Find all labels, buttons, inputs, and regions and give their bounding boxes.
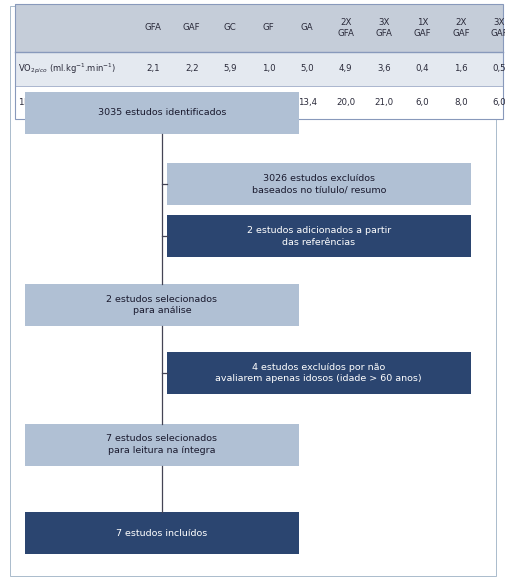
Text: 1RM$_{ext}$ (kg): 1RM$_{ext}$ (kg) bbox=[18, 96, 69, 109]
FancyBboxPatch shape bbox=[167, 163, 470, 205]
Text: 6,0: 6,0 bbox=[492, 98, 505, 107]
FancyBboxPatch shape bbox=[15, 4, 502, 52]
Text: 3035 estudos identificados: 3035 estudos identificados bbox=[97, 108, 226, 118]
Text: 23,4: 23,4 bbox=[143, 98, 163, 107]
FancyBboxPatch shape bbox=[15, 86, 502, 119]
Text: 5,0: 5,0 bbox=[300, 64, 313, 73]
Text: 3X
GAF: 3X GAF bbox=[490, 18, 505, 38]
Text: 1,0: 1,0 bbox=[262, 64, 275, 73]
Text: GAF: GAF bbox=[183, 23, 200, 33]
Text: 8,0: 8,0 bbox=[453, 98, 467, 107]
Text: 7 estudos selecionados
para leitura na íntegra: 7 estudos selecionados para leitura na í… bbox=[106, 434, 217, 455]
FancyBboxPatch shape bbox=[167, 215, 470, 257]
Text: 4,9: 4,9 bbox=[338, 64, 351, 73]
Text: 26,5: 26,5 bbox=[220, 98, 239, 107]
Text: 3X
GFA: 3X GFA bbox=[375, 18, 392, 38]
Text: 2X
GAF: 2X GAF bbox=[451, 18, 469, 38]
Text: 1X
GAF: 1X GAF bbox=[413, 18, 430, 38]
FancyBboxPatch shape bbox=[25, 424, 298, 466]
Text: 20,0: 20,0 bbox=[335, 98, 355, 107]
Text: 1,6: 1,6 bbox=[453, 64, 467, 73]
Text: 3,6: 3,6 bbox=[377, 64, 390, 73]
Text: 0,4: 0,4 bbox=[415, 64, 428, 73]
Text: 39,4: 39,4 bbox=[259, 98, 278, 107]
Text: GA: GA bbox=[300, 23, 313, 33]
Text: 2X
GFA: 2X GFA bbox=[336, 18, 354, 38]
Text: 13,4: 13,4 bbox=[297, 98, 316, 107]
FancyBboxPatch shape bbox=[25, 92, 298, 134]
Text: 6,0: 6,0 bbox=[415, 98, 428, 107]
Text: VO$_{2pico}$ (ml.kg$^{-1}$.min$^{-1}$): VO$_{2pico}$ (ml.kg$^{-1}$.min$^{-1}$) bbox=[18, 62, 116, 76]
FancyBboxPatch shape bbox=[167, 352, 470, 394]
FancyBboxPatch shape bbox=[25, 512, 298, 554]
Text: 4 estudos excluídos por não
avaliarem apenas idosos (idade > 60 anos): 4 estudos excluídos por não avaliarem ap… bbox=[215, 363, 421, 384]
Text: 2,1: 2,1 bbox=[146, 64, 160, 73]
Text: 2,2: 2,2 bbox=[185, 64, 198, 73]
Text: GF: GF bbox=[262, 23, 274, 33]
Text: 7 estudos incluídos: 7 estudos incluídos bbox=[116, 528, 207, 538]
FancyBboxPatch shape bbox=[15, 52, 502, 86]
Text: GFA: GFA bbox=[144, 23, 162, 33]
Text: 5,9: 5,9 bbox=[223, 64, 236, 73]
Text: 2 estudos adicionados a partir
das referências: 2 estudos adicionados a partir das refer… bbox=[246, 226, 390, 247]
FancyBboxPatch shape bbox=[25, 284, 298, 326]
Text: 15,6: 15,6 bbox=[182, 98, 201, 107]
Text: 3026 estudos excluídos
baseados no tíululo/ resumo: 3026 estudos excluídos baseados no tíulu… bbox=[251, 173, 385, 194]
Text: GC: GC bbox=[223, 23, 236, 33]
Text: 0,5: 0,5 bbox=[492, 64, 505, 73]
Text: 2 estudos selecionados
para análise: 2 estudos selecionados para análise bbox=[106, 294, 217, 315]
Text: 21,0: 21,0 bbox=[374, 98, 393, 107]
